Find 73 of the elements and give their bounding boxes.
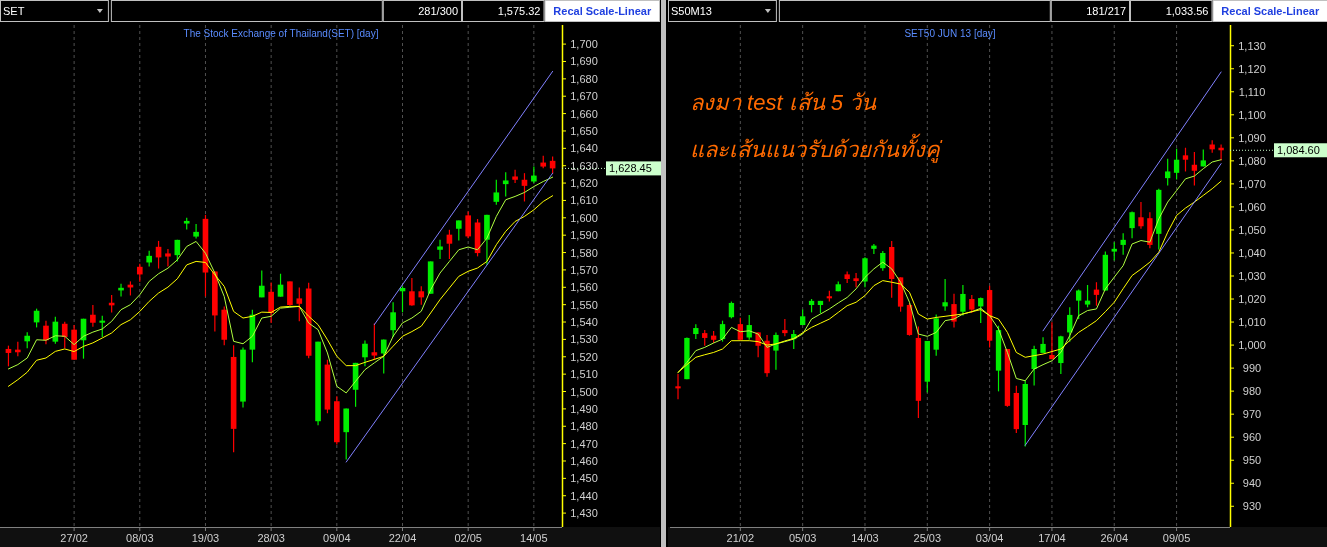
x-tick-label: 02/05	[454, 532, 482, 544]
x-tick-label: 05/03	[788, 532, 817, 544]
y-tick-label: 1,480	[570, 420, 598, 433]
y-tick-label: 970	[1242, 408, 1262, 421]
y-tick-label: 940	[1242, 477, 1262, 490]
y-tick-label: 950	[1242, 454, 1262, 467]
y-tick-label: 1,120	[1238, 62, 1266, 75]
y-tick-label: 1,600	[570, 211, 598, 224]
toolbar: SET 281/300 1,575.32 Recal Scale-Linear	[0, 0, 660, 22]
x-tick-label: 09/04	[323, 532, 351, 544]
y-tick-label: 1,450	[570, 472, 598, 485]
y-tick-label: 1,590	[570, 229, 598, 242]
y-tick-label: 1,520	[570, 350, 598, 363]
annotation: ลงมา test เส้น 5 วัน	[690, 90, 878, 115]
y-tick-label: 1,500	[570, 385, 598, 398]
y-tick-label: 1,060	[1238, 200, 1266, 213]
y-tick-label: 1,690	[570, 55, 598, 68]
x-tick-label: 25/03	[913, 532, 942, 544]
y-tick-label: 1,070	[1238, 177, 1266, 190]
y-tick-label: 1,130	[1238, 39, 1266, 52]
x-tick-label: 08/03	[126, 532, 154, 544]
y-tick-label: 1,090	[1238, 131, 1266, 144]
x-tick-label: 17/04	[1038, 532, 1066, 544]
y-tick-label: 1,000	[1238, 339, 1266, 352]
y-tick-label: 1,670	[570, 90, 598, 103]
x-tick-label: 21/02	[726, 532, 755, 544]
y-tick-label: 1,570	[570, 263, 598, 276]
y-tick-label: 1,050	[1238, 223, 1266, 236]
y-tick-label: 1,030	[1238, 270, 1266, 282]
y-tick-label: 930	[1242, 500, 1262, 513]
x-tick-label: 19/03	[191, 532, 220, 544]
x-tick-label: 09/05	[1162, 532, 1191, 544]
y-tick-label: 1,080	[1238, 154, 1266, 167]
y-tick-label: 1,700	[570, 38, 598, 51]
y-tick-label: 1,430	[570, 507, 598, 520]
x-tick-label: 14/03	[851, 532, 879, 544]
y-tick-label: 990	[1242, 362, 1262, 375]
text: 1,628.45	[609, 162, 652, 175]
chart-title: The Stock Exchange of Thailand(SET) [day]	[183, 28, 379, 39]
y-tick-label: 1,510	[570, 368, 598, 381]
y-tick-label: 1,660	[570, 107, 598, 120]
y-tick-label: 1,470	[570, 437, 598, 450]
annotation: และเส้นแนวรับด้วยกันทั้งคู่	[690, 133, 943, 163]
y-tick-label: 1,610	[570, 194, 598, 207]
y-tick-label: 1,580	[570, 246, 598, 259]
y-tick-label: 1,550	[570, 298, 598, 311]
y-tick-label: 1,110	[1238, 85, 1266, 98]
y-tick-label: 1,100	[1238, 108, 1266, 121]
x-tick-label: 03/04	[975, 532, 1004, 544]
x-tick-label: 14/05	[520, 532, 548, 544]
y-tick-label: 1,490	[570, 402, 598, 415]
y-tick-label: 1,540	[570, 316, 598, 329]
y-tick-label: 1,040	[1238, 246, 1266, 259]
x-tick-label: 26/04	[1100, 532, 1129, 544]
y-tick-label: 1,650	[570, 124, 598, 137]
text: 1,084.60	[1277, 144, 1320, 157]
y-tick-label: 1,630	[570, 159, 598, 172]
x-tick-label: 28/03	[257, 532, 285, 544]
y-tick-label: 1,640	[570, 142, 598, 155]
y-tick-label: 1,530	[570, 333, 598, 346]
chart-title: SET50 JUN 13 [day]	[904, 28, 996, 39]
x-tick-label: 22/04	[388, 532, 417, 544]
toolbar: S50M13 181/217 1,033.56 Recal Scale-Linear	[668, 0, 1327, 22]
x-tick-label: 27/02	[60, 532, 88, 544]
y-tick-label: 1,680	[570, 72, 598, 85]
y-tick-label: 960	[1242, 431, 1262, 444]
y-tick-label: 1,560	[570, 281, 598, 294]
y-tick-label: 980	[1242, 385, 1262, 398]
y-tick-label: 1,460	[570, 454, 598, 467]
y-tick-label: 1,020	[1238, 293, 1266, 306]
y-tick-label: 1,010	[1238, 316, 1266, 329]
y-tick-label: 1,440	[570, 489, 598, 502]
y-tick-label: 1,620	[570, 177, 598, 190]
